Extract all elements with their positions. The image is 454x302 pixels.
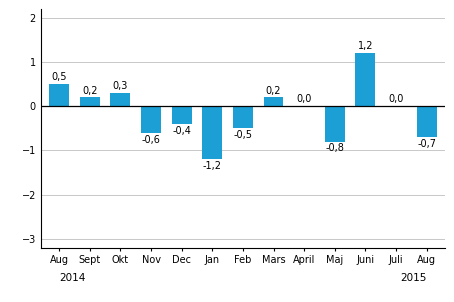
Text: 0,2: 0,2 bbox=[266, 86, 281, 96]
Bar bbox=[110, 93, 130, 106]
Text: -1,2: -1,2 bbox=[203, 161, 222, 171]
Text: 0,5: 0,5 bbox=[51, 72, 67, 82]
Text: -0,8: -0,8 bbox=[325, 143, 344, 153]
Text: 0,0: 0,0 bbox=[388, 95, 404, 104]
Text: -0,7: -0,7 bbox=[417, 139, 436, 149]
Text: 0,0: 0,0 bbox=[296, 95, 312, 104]
Text: -0,6: -0,6 bbox=[142, 134, 161, 145]
Text: 2015: 2015 bbox=[400, 273, 427, 283]
Bar bbox=[80, 98, 100, 106]
Bar bbox=[49, 84, 69, 106]
Bar bbox=[417, 106, 436, 137]
Text: 2014: 2014 bbox=[59, 273, 86, 283]
Bar bbox=[264, 98, 283, 106]
Bar bbox=[325, 106, 345, 142]
Bar bbox=[141, 106, 161, 133]
Text: -0,4: -0,4 bbox=[172, 126, 191, 136]
Bar bbox=[233, 106, 253, 128]
Bar bbox=[202, 106, 222, 159]
Text: 0,2: 0,2 bbox=[82, 86, 98, 96]
Text: 0,3: 0,3 bbox=[113, 81, 128, 91]
Bar bbox=[355, 53, 375, 106]
Text: -0,5: -0,5 bbox=[233, 130, 252, 140]
Text: 1,2: 1,2 bbox=[358, 41, 373, 51]
Bar bbox=[172, 106, 192, 124]
